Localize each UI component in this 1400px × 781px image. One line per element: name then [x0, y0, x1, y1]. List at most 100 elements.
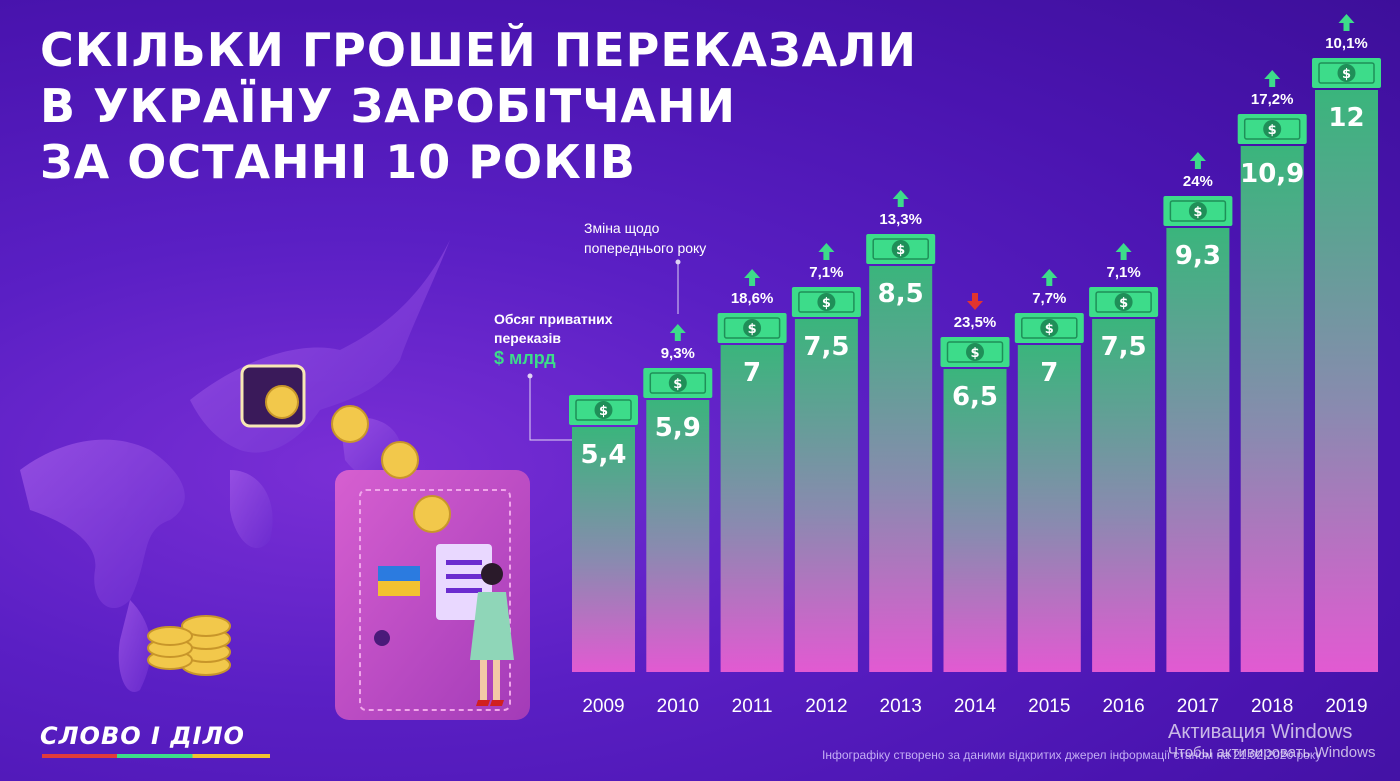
bill-symbol: $: [1268, 123, 1277, 138]
category-label: 2015: [1028, 696, 1070, 717]
bar: [794, 319, 858, 672]
change-label: 24%: [1183, 173, 1213, 190]
bill-symbol: $: [970, 346, 979, 361]
bill-symbol: $: [673, 377, 682, 392]
bill-coin: [1040, 319, 1059, 337]
bill-coin: [1188, 202, 1207, 220]
bill-coin: [891, 240, 910, 258]
value-label: 7,5: [1101, 332, 1147, 362]
category-label: 2013: [880, 696, 922, 717]
bar: [646, 400, 710, 672]
bar-group: $7,5 2012 7,1%: [791, 243, 861, 717]
arrow-up-icon: [1264, 70, 1281, 87]
category-label: 2017: [1177, 696, 1219, 717]
bar-group: $7 2011 18,6%: [717, 269, 787, 717]
arrow-up-icon: [1338, 14, 1355, 31]
legend-change-label: Зміна щодо попереднього року: [584, 220, 707, 256]
change-label: 13,3%: [879, 211, 922, 228]
arrow-up-icon: [1189, 152, 1206, 169]
bill-frame: [798, 291, 855, 313]
change-label: 23,5%: [954, 314, 997, 331]
bar-group: $7 2015 7,7%: [1014, 269, 1084, 717]
bill-coin: [743, 319, 762, 337]
change-label: 18,6%: [731, 290, 774, 307]
value-label: 7: [1040, 358, 1058, 388]
bar: [869, 266, 933, 672]
bill-coin: [1337, 64, 1356, 82]
bar-group: $5,9 2010 9,3%: [643, 324, 713, 717]
value-label: 6,5: [952, 382, 998, 412]
bill-frame: [872, 238, 929, 260]
logo: СЛОВО І ДІЛО: [40, 722, 245, 750]
bar-group: $7,5 2016 7,1%: [1089, 243, 1159, 717]
bar-group: $6,5 2014 23,5%: [940, 293, 1010, 717]
bill-frame: [1243, 118, 1301, 140]
change-label: 9,3%: [661, 345, 695, 362]
bill-frame: [1169, 200, 1227, 222]
bar-group: $5,4 2009: [569, 395, 638, 717]
activation-subtitle: Чтобы активировать Windows: [1168, 744, 1376, 761]
page-title: Скільки грошей переказали в Україну заро…: [40, 22, 917, 190]
bar: [1017, 345, 1081, 672]
bar-group: $8,5 2013 13,3%: [866, 190, 936, 717]
category-label: 2019: [1325, 696, 1367, 717]
bill-symbol: $: [599, 404, 608, 419]
arrow-up-icon: [1115, 243, 1132, 260]
logo-underline: [42, 754, 270, 758]
title-line-1: Скільки грошей переказали: [40, 23, 917, 77]
category-label: 2018: [1251, 696, 1293, 717]
bar-group: $10,9 2018 17,2%: [1237, 70, 1307, 717]
bill-symbol: $: [1119, 296, 1128, 311]
category-label: 2012: [805, 696, 847, 717]
bill-symbol: $: [822, 296, 831, 311]
bill-frame: [1095, 291, 1152, 313]
bill-frame: [575, 399, 632, 421]
title-line-2: в Україну заробітчани: [40, 79, 736, 133]
bill-symbol: $: [748, 322, 757, 337]
bar: [572, 427, 635, 672]
bill-coin: [668, 374, 687, 392]
bar: [1166, 228, 1230, 672]
value-label: 10,9: [1240, 159, 1304, 189]
bar-group: $9,3 2017 24%: [1163, 152, 1233, 717]
change-label: 17,2%: [1251, 91, 1294, 108]
change-label: 10,1%: [1325, 35, 1368, 52]
legend-connectors: [527, 259, 681, 441]
bill-coin: [817, 293, 836, 311]
bill-symbol: $: [1342, 67, 1351, 82]
bar-group: $12 2019 10,1%: [1312, 14, 1381, 717]
category-label: 2016: [1102, 696, 1144, 717]
bill-coin: [594, 401, 613, 419]
bar: [1092, 319, 1156, 672]
arrow-down-icon: [967, 293, 983, 310]
arrow-up-icon: [744, 269, 761, 286]
bill-symbol: $: [1193, 205, 1202, 220]
woman-figure: [470, 563, 514, 706]
arrow-up-icon: [1041, 269, 1058, 286]
bill-coin: [966, 343, 984, 361]
legend-unit-label: $ млрд: [494, 348, 556, 368]
bill-symbol: $: [896, 243, 905, 258]
category-label: 2014: [954, 696, 997, 717]
value-label: 8,5: [878, 279, 924, 309]
bar: [1315, 90, 1378, 672]
bill-frame: [723, 317, 781, 339]
category-label: 2010: [657, 696, 699, 717]
bill-coin: [1114, 293, 1133, 311]
bill-frame: [1318, 62, 1375, 84]
value-label: 5,9: [655, 413, 701, 443]
windows-activation-watermark: Активация Windows Чтобы активировать Win…: [1168, 720, 1375, 762]
bar: [1240, 146, 1304, 672]
legend-volume-label: Обсяг приватних переказів: [494, 311, 613, 346]
bill-frame: [1021, 317, 1078, 339]
category-label: 2009: [582, 696, 624, 717]
coins: [147, 364, 451, 676]
bill-frame: [649, 372, 707, 394]
change-label: 7,1%: [809, 264, 843, 281]
title-line-3: за останні 10 років: [40, 135, 636, 189]
footnote: Інфографіку створено за даними відкритих…: [822, 748, 1322, 762]
bill-symbol: $: [1045, 322, 1054, 337]
bill-coin: [1263, 120, 1282, 138]
bill-frame: [946, 341, 1004, 363]
